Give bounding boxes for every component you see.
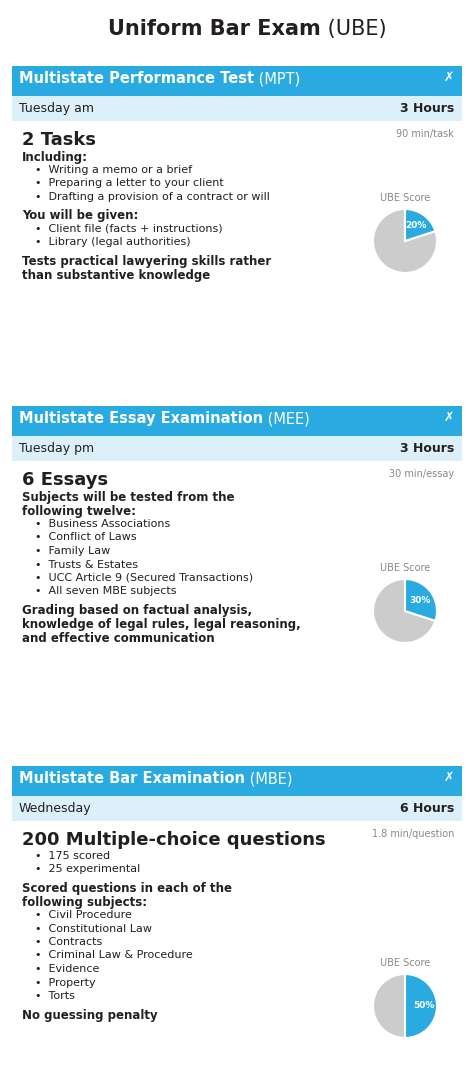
Text: UBE Score: UBE Score <box>380 958 430 967</box>
Text: •  Conflict of Laws: • Conflict of Laws <box>35 533 137 543</box>
Text: Scored questions in each of the: Scored questions in each of the <box>22 882 232 895</box>
Text: ✗: ✗ <box>444 411 454 424</box>
FancyBboxPatch shape <box>12 66 462 96</box>
Text: •  25 experimental: • 25 experimental <box>35 865 140 875</box>
Text: following subjects:: following subjects: <box>22 896 147 909</box>
Text: 20%: 20% <box>405 222 427 230</box>
Text: 200 Multiple-choice questions: 200 Multiple-choice questions <box>22 831 326 849</box>
Text: •  Drafting a provision of a contract or will: • Drafting a provision of a contract or … <box>35 192 270 202</box>
Wedge shape <box>405 579 437 620</box>
Text: knowledge of legal rules, legal reasoning,: knowledge of legal rules, legal reasonin… <box>22 618 301 631</box>
Text: Multistate Performance Test: Multistate Performance Test <box>19 71 254 86</box>
Text: 30 min/essay: 30 min/essay <box>389 469 454 479</box>
Text: Multistate Bar Examination: Multistate Bar Examination <box>19 771 245 786</box>
Wedge shape <box>373 974 405 1038</box>
Text: Grading based on factual analysis,: Grading based on factual analysis, <box>22 604 252 617</box>
Text: 6 Essays: 6 Essays <box>22 471 108 489</box>
Text: •  Evidence: • Evidence <box>35 964 100 974</box>
Text: UBE Score: UBE Score <box>380 193 430 203</box>
Text: No guessing penalty: No guessing penalty <box>22 1009 158 1022</box>
Text: 90 min/task: 90 min/task <box>396 129 454 139</box>
Text: •  Civil Procedure: • Civil Procedure <box>35 910 132 920</box>
Text: ✗: ✗ <box>444 771 454 784</box>
Text: •  UCC Article 9 (Secured Transactions): • UCC Article 9 (Secured Transactions) <box>35 573 253 583</box>
FancyBboxPatch shape <box>12 406 462 436</box>
Text: 30%: 30% <box>410 596 431 604</box>
Text: •  Library (legal authorities): • Library (legal authorities) <box>35 237 191 246</box>
Text: •  Constitutional Law: • Constitutional Law <box>35 923 152 934</box>
Text: •  Preparing a letter to your client: • Preparing a letter to your client <box>35 178 224 188</box>
Text: •  Writing a memo or a brief: • Writing a memo or a brief <box>35 165 192 175</box>
Text: 50%: 50% <box>413 1001 434 1011</box>
FancyBboxPatch shape <box>12 766 462 796</box>
Text: Tests practical lawyering skills rather: Tests practical lawyering skills rather <box>22 254 271 267</box>
Text: •  Business Associations: • Business Associations <box>35 519 170 529</box>
Text: •  All seven MBE subjects: • All seven MBE subjects <box>35 587 176 597</box>
FancyBboxPatch shape <box>12 436 462 461</box>
Text: Multistate Essay Examination: Multistate Essay Examination <box>19 411 263 426</box>
Text: Uniform Bar Exam: Uniform Bar Exam <box>108 19 321 39</box>
FancyBboxPatch shape <box>12 96 462 121</box>
Text: UBE Score: UBE Score <box>380 563 430 573</box>
Text: Including:: Including: <box>22 151 88 164</box>
Wedge shape <box>405 209 436 241</box>
Text: (UBE): (UBE) <box>321 19 386 39</box>
Text: (MEE): (MEE) <box>263 411 310 426</box>
Text: Tuesday pm: Tuesday pm <box>19 442 94 455</box>
Text: 2 Tasks: 2 Tasks <box>22 131 96 149</box>
Text: •  Client file (facts + instructions): • Client file (facts + instructions) <box>35 224 223 233</box>
FancyBboxPatch shape <box>12 796 462 820</box>
Text: •  Criminal Law & Procedure: • Criminal Law & Procedure <box>35 950 193 961</box>
Text: •  Torts: • Torts <box>35 991 75 1001</box>
Text: Tuesday am: Tuesday am <box>19 102 94 115</box>
Text: following twelve:: following twelve: <box>22 505 136 518</box>
Text: •  Trusts & Estates: • Trusts & Estates <box>35 560 138 570</box>
Text: than substantive knowledge: than substantive knowledge <box>22 268 210 281</box>
Text: and effective communication: and effective communication <box>22 632 215 645</box>
Text: Wednesday: Wednesday <box>19 802 91 815</box>
Text: You will be given:: You will be given: <box>22 210 138 223</box>
Wedge shape <box>405 974 437 1038</box>
Text: Subjects will be tested from the: Subjects will be tested from the <box>22 491 235 504</box>
Text: •  175 scored: • 175 scored <box>35 851 110 860</box>
Text: ✗: ✗ <box>444 71 454 84</box>
Text: (MBE): (MBE) <box>245 771 292 786</box>
Text: 6 Hours: 6 Hours <box>400 802 454 815</box>
Wedge shape <box>373 209 437 273</box>
Text: •  Contracts: • Contracts <box>35 937 102 947</box>
Text: •  Family Law: • Family Law <box>35 546 110 556</box>
Text: 3 Hours: 3 Hours <box>400 102 454 115</box>
Text: 3 Hours: 3 Hours <box>400 442 454 455</box>
Text: •  Property: • Property <box>35 977 96 988</box>
Wedge shape <box>373 579 436 643</box>
Text: (MPT): (MPT) <box>254 71 301 86</box>
Text: 1.8 min/question: 1.8 min/question <box>372 829 454 839</box>
